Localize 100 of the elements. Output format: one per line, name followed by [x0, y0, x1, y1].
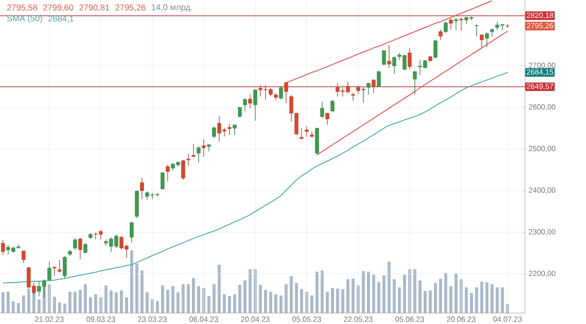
bar [248, 269, 252, 313]
candlestick [160, 172, 164, 190]
candlestick [361, 87, 366, 104]
candlestick [22, 250, 26, 264]
bar [310, 295, 314, 313]
candlestick [372, 80, 376, 94]
bar [403, 274, 406, 313]
bar [362, 271, 365, 313]
bar [6, 292, 10, 313]
bar [352, 278, 355, 313]
candlestick [166, 164, 170, 182]
bar [176, 292, 180, 313]
candlestick [47, 261, 52, 282]
bar [89, 297, 92, 313]
bar [38, 299, 41, 313]
bar [424, 291, 427, 313]
candlestick [52, 266, 56, 276]
candlestick [196, 146, 201, 164]
bar [398, 287, 401, 313]
annotation: 2795,58 [7, 4, 38, 12]
candlestick [366, 82, 370, 96]
bar [279, 295, 282, 313]
bar [428, 290, 432, 313]
bar [222, 294, 226, 313]
bar [454, 274, 458, 313]
bar [16, 302, 20, 313]
bar [130, 250, 134, 313]
annotation: 2795,26 [116, 4, 146, 12]
bar [470, 292, 473, 313]
candlestick [78, 238, 82, 260]
candlestick [438, 29, 442, 40]
bar [156, 301, 159, 313]
bar [382, 275, 386, 313]
candlestick [434, 40, 438, 59]
candlestick [412, 70, 417, 95]
candlestick [351, 92, 355, 102]
bar [228, 296, 232, 313]
bar [500, 287, 504, 313]
bar [68, 292, 72, 313]
bar [336, 288, 340, 313]
candlestick [325, 112, 330, 126]
candlestick [304, 126, 309, 137]
bar [367, 272, 370, 313]
bar [182, 284, 185, 313]
bar [413, 269, 416, 313]
bar [372, 274, 376, 313]
bar [212, 284, 216, 313]
bar [475, 287, 478, 313]
bar [207, 296, 210, 313]
bar [346, 279, 350, 313]
bar [197, 286, 200, 313]
bar [161, 285, 164, 313]
annotation: 2799,60 [43, 4, 74, 12]
bar [1, 292, 4, 313]
candlestick [140, 177, 144, 200]
candlestick [192, 144, 196, 158]
bar [326, 292, 329, 313]
bar [444, 272, 448, 313]
candlestick [212, 126, 216, 138]
bar [341, 289, 344, 313]
bar [320, 270, 324, 313]
bar [27, 288, 30, 313]
candlestick [284, 81, 288, 104]
candlestick [228, 124, 232, 136]
candlestick [243, 98, 247, 112]
bar [269, 292, 272, 313]
bar [186, 284, 190, 313]
candlestick [382, 50, 386, 66]
bar [166, 290, 170, 313]
bar [63, 304, 66, 313]
candlestick [202, 139, 206, 157]
candlestick [485, 32, 489, 48]
bar [290, 276, 293, 313]
bar [284, 284, 288, 313]
bar [94, 294, 98, 313]
bar [243, 280, 246, 313]
bar [496, 287, 499, 313]
candlestick [480, 34, 484, 48]
candlestick [73, 238, 77, 250]
candlestick [181, 160, 186, 180]
candlestick [320, 101, 324, 119]
bar [464, 287, 468, 313]
candlestick [62, 256, 67, 278]
bar [120, 290, 123, 313]
candlestick [248, 94, 252, 109]
bar [192, 278, 195, 313]
bar [485, 282, 488, 313]
bar [274, 294, 278, 313]
bar [140, 270, 144, 313]
bar [388, 262, 391, 313]
bar [104, 285, 108, 313]
text: SMA (50) [7, 15, 42, 23]
bar [135, 264, 138, 313]
bar [52, 296, 56, 313]
candlestick [387, 44, 391, 69]
candlestick [444, 21, 448, 34]
candlestick [459, 17, 464, 32]
candlestick [376, 70, 381, 87]
bar [78, 290, 82, 313]
bar [439, 278, 442, 313]
